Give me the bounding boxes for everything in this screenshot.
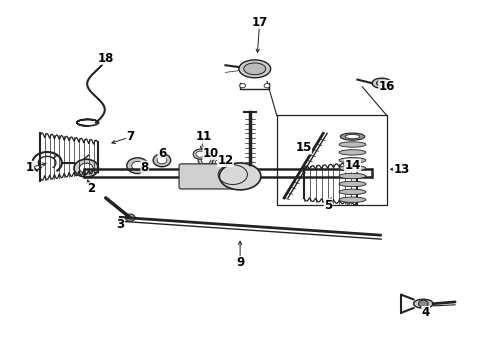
Ellipse shape <box>339 189 366 194</box>
Text: 3: 3 <box>116 218 124 231</box>
Ellipse shape <box>220 163 261 190</box>
Text: 16: 16 <box>378 80 395 93</box>
Text: 2: 2 <box>87 183 95 195</box>
Circle shape <box>198 154 214 166</box>
Text: 7: 7 <box>126 130 134 144</box>
Ellipse shape <box>339 142 366 147</box>
Ellipse shape <box>339 166 366 171</box>
Text: 14: 14 <box>344 159 361 172</box>
Text: 18: 18 <box>98 51 114 64</box>
Circle shape <box>215 159 224 166</box>
Text: 5: 5 <box>324 199 332 212</box>
Text: 12: 12 <box>218 154 234 167</box>
Circle shape <box>240 84 245 88</box>
Ellipse shape <box>339 174 366 179</box>
Text: 8: 8 <box>141 161 149 174</box>
Text: 4: 4 <box>422 306 430 319</box>
Circle shape <box>153 154 171 167</box>
Text: 11: 11 <box>196 130 212 144</box>
Ellipse shape <box>239 60 270 78</box>
Ellipse shape <box>339 150 366 155</box>
Text: 17: 17 <box>251 16 268 29</box>
Circle shape <box>418 300 428 307</box>
Text: 13: 13 <box>393 163 410 176</box>
Circle shape <box>125 214 135 221</box>
Circle shape <box>74 159 98 177</box>
Circle shape <box>132 161 144 170</box>
Ellipse shape <box>339 158 366 163</box>
Text: 15: 15 <box>295 141 312 154</box>
Text: 9: 9 <box>236 256 244 269</box>
Ellipse shape <box>244 63 266 75</box>
Ellipse shape <box>339 197 366 202</box>
Circle shape <box>196 151 204 157</box>
Ellipse shape <box>372 78 392 88</box>
Circle shape <box>127 158 148 174</box>
Circle shape <box>212 157 227 168</box>
Circle shape <box>264 84 270 88</box>
FancyBboxPatch shape <box>179 164 243 189</box>
Ellipse shape <box>345 134 360 139</box>
Text: 6: 6 <box>158 147 166 159</box>
Circle shape <box>157 157 167 164</box>
Ellipse shape <box>340 133 365 140</box>
Text: 1: 1 <box>26 161 34 174</box>
Circle shape <box>201 157 211 164</box>
Text: 10: 10 <box>203 147 219 159</box>
Ellipse shape <box>376 80 387 86</box>
Ellipse shape <box>339 181 366 186</box>
Circle shape <box>193 149 207 159</box>
Ellipse shape <box>414 299 433 308</box>
Circle shape <box>79 163 93 173</box>
